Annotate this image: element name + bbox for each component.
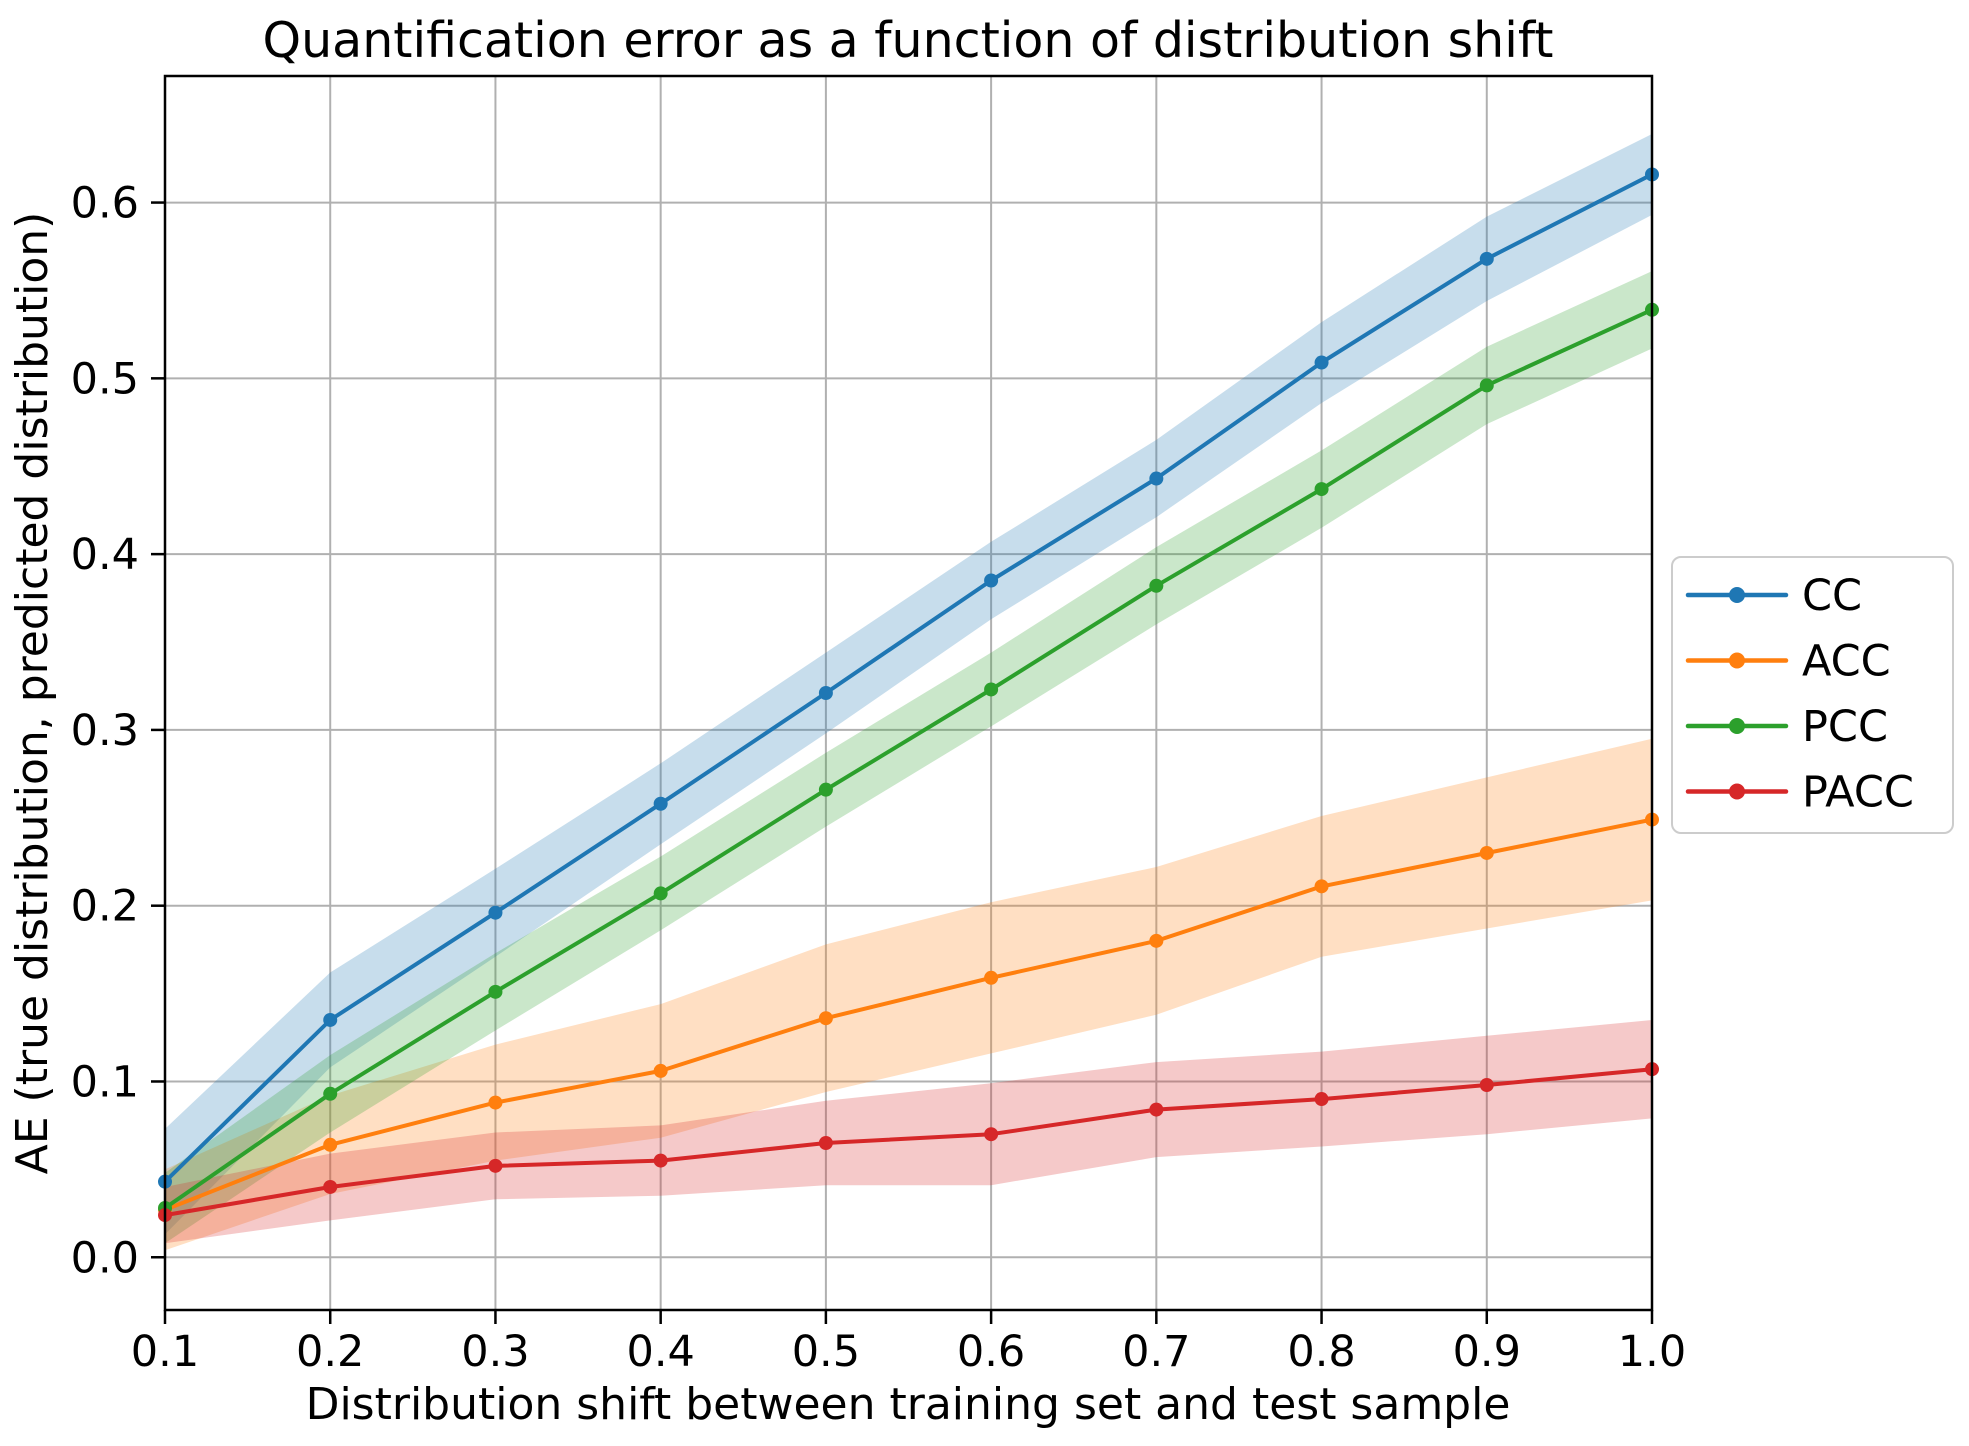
marker-PACC (1314, 1092, 1329, 1107)
y-tick-label: 0.1 (71, 1057, 139, 1107)
line-ACC (163, 817, 1654, 1212)
y-tick-label: 0.5 (71, 354, 139, 404)
legend-box (1671, 556, 1954, 834)
x-tick-label: 0.2 (296, 1327, 364, 1377)
marker-ACC (818, 1011, 833, 1026)
x-tick-label: 1.0 (1618, 1327, 1686, 1377)
line-PCC (163, 307, 1654, 1210)
marker-PACC (1149, 1102, 1164, 1117)
chart-title: Quantification error as a function of di… (263, 12, 1554, 69)
x-tick-label: 0.8 (1287, 1327, 1355, 1377)
legend-label: ACC (1802, 637, 1891, 687)
marker-PCC (1479, 378, 1494, 393)
marker-PCC (1314, 482, 1329, 497)
line-PACC (163, 1067, 1654, 1218)
marker-PCC (818, 782, 833, 797)
marker-PACC (488, 1158, 503, 1173)
marker-CC (984, 573, 999, 588)
legend-item-pacc: PACC (1685, 768, 1914, 818)
legend-label: CC (1802, 571, 1862, 621)
y-axis-label: AE (true distribution, predicted distrib… (7, 212, 58, 1175)
x-tick-label: 0.9 (1453, 1327, 1521, 1377)
x-axis-label: Distribution shift between training set … (306, 1379, 1511, 1430)
legend: CC ACC PCC PACC (1671, 556, 1954, 834)
marker-CC (1149, 471, 1164, 486)
band-CC (165, 134, 1652, 1235)
tick-label-layer: 0.1 0.2 0.3 0.4 0.5 0.6 0.7 0.8 0.9 1.0 0.0 0.1 0.2 0… (71, 179, 1687, 1377)
marker-PCC (1149, 578, 1164, 593)
legend-label: PCC (1802, 702, 1888, 752)
marker-CC (1314, 355, 1329, 370)
marker-PCC (653, 886, 668, 901)
x-tick-label: 0.3 (461, 1327, 529, 1377)
legend-marker-dot (1729, 783, 1745, 800)
marker-PACC (323, 1179, 338, 1194)
band-PACC (165, 1020, 1652, 1244)
legend-item-cc: CC (1685, 571, 1862, 621)
tick-layer (151, 201, 1654, 1324)
legend-marker-dot (1729, 652, 1745, 669)
marker-ACC (323, 1137, 338, 1152)
y-tick-label: 0.6 (71, 179, 139, 229)
marker-ACC (1149, 933, 1164, 948)
marker-PACC (818, 1136, 833, 1151)
y-tick-label: 0.0 (71, 1233, 139, 1283)
legend-marker-dot (1729, 718, 1745, 734)
confidence-band-layer (165, 134, 1652, 1251)
marker-CC (818, 686, 833, 700)
line-CC (163, 172, 1654, 1184)
legend-item-acc: ACC (1685, 637, 1891, 687)
marker-PCC (488, 984, 503, 999)
marker-ACC (984, 970, 999, 985)
marker-ACC (653, 1063, 668, 1078)
marker-PACC (653, 1153, 668, 1168)
legend-marker-dot (1729, 587, 1745, 603)
x-tick-label: 0.1 (131, 1327, 199, 1377)
axes-spine-layer (163, 74, 1654, 1312)
marker-ACC (1479, 845, 1494, 860)
y-tick-label: 0.3 (71, 706, 139, 756)
legend-item-pcc: PCC (1685, 702, 1888, 752)
marker-PCC (323, 1086, 338, 1101)
x-tick-label: 0.7 (1122, 1327, 1190, 1377)
marker-PACC (1479, 1077, 1494, 1092)
legend-label: PACC (1802, 768, 1914, 818)
y-tick-label: 0.2 (71, 882, 139, 932)
marker-CC (653, 796, 668, 811)
marker-PCC (984, 682, 999, 697)
marker-PACC (984, 1127, 999, 1142)
band-ACC (165, 738, 1652, 1251)
marker-CC (488, 905, 503, 920)
x-tick-label: 0.6 (957, 1327, 1025, 1377)
x-tick-label: 0.4 (626, 1327, 694, 1377)
marker-ACC (488, 1095, 503, 1110)
x-tick-label: 0.5 (792, 1327, 860, 1377)
marker-CC (323, 1012, 338, 1027)
plot-border (163, 74, 1654, 1312)
y-tick-label: 0.4 (71, 530, 139, 580)
marker-CC (1479, 251, 1494, 266)
marker-ACC (1314, 879, 1329, 894)
